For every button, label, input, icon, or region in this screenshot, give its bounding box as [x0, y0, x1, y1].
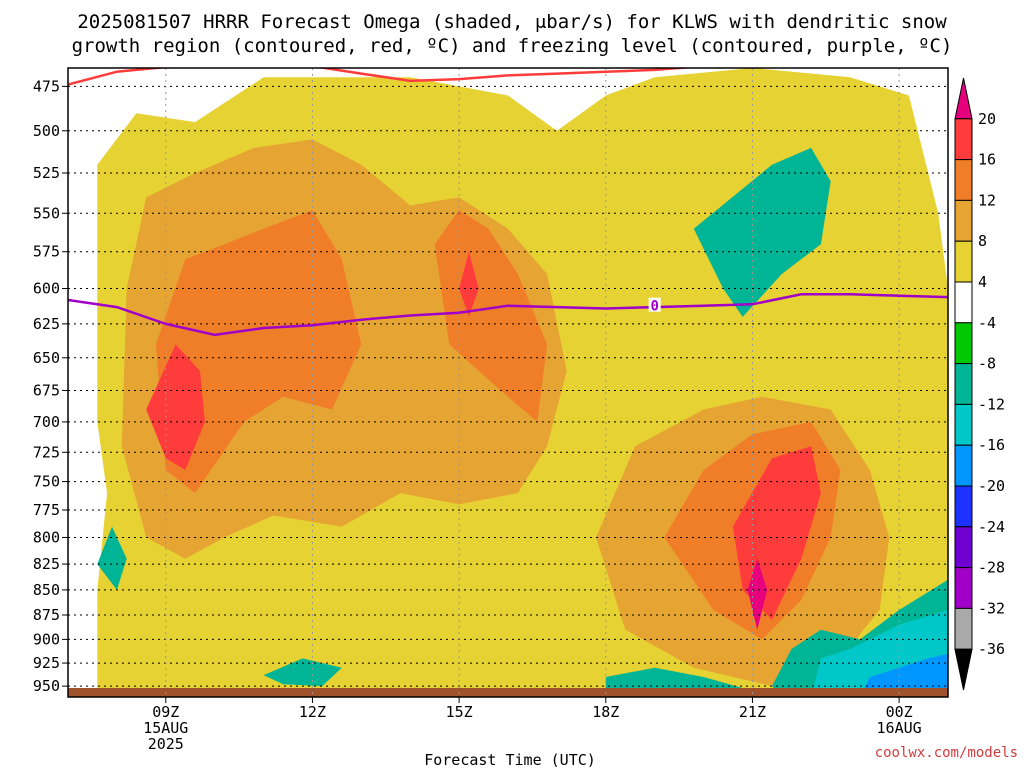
colorbar-label: 16 [978, 151, 996, 169]
freezing-label-bg [648, 297, 661, 312]
y-tick-label: 525 [33, 164, 60, 182]
colorbar-label: 20 [978, 110, 996, 128]
omega-region [747, 558, 768, 630]
x-axis-label: Forecast Time (UTC) [424, 751, 596, 768]
y-tick-label: 475 [33, 77, 60, 95]
x-tick-label: 2025 [148, 735, 184, 753]
colorbar-label: -20 [978, 477, 1005, 495]
x-tick-label: 00Z [886, 703, 913, 721]
y-tick-label: 850 [33, 581, 60, 599]
y-tick-label: 675 [33, 381, 60, 399]
colorbar-label: -12 [978, 395, 1005, 413]
omega-region [146, 344, 205, 470]
x-tick-label: 15Z [446, 703, 473, 721]
omega-region [97, 526, 127, 590]
colorbar-label: 4 [978, 273, 987, 291]
colorbar-label: -8 [978, 355, 996, 373]
colorbar-swatch [954, 118, 973, 161]
y-tick-label: 700 [33, 413, 60, 431]
freezing-level-label: 0 [650, 299, 658, 315]
colorbar-label: -36 [978, 640, 1005, 658]
colorbar-swatch [954, 648, 973, 691]
colorbar-swatch [954, 159, 973, 201]
omega-region [693, 147, 831, 317]
colorbar-swatch [954, 485, 973, 528]
plot-area: 0 [67, 67, 949, 698]
colorbar: 20 16 12 8 4 -4 -8 -12 -16 -20 -24 -28 -32 -36 [954, 77, 1005, 691]
y-tick-label: 900 [33, 630, 60, 648]
colorbar-swatch [954, 567, 973, 609]
colorbar-swatch [954, 77, 973, 120]
omega-region [459, 251, 479, 317]
x-tick-label: 21Z [739, 703, 766, 721]
y-tick-label: 800 [33, 528, 60, 546]
x-tick-label: 16AUG [877, 719, 922, 737]
colorbar-label: -32 [978, 599, 1005, 617]
colorbar-label: -4 [978, 314, 996, 332]
y-tick-label: 725 [33, 443, 60, 461]
omega-region [434, 210, 548, 422]
omega-region [263, 658, 342, 687]
y-tick-label: 600 [33, 280, 60, 298]
colorbar-label: -28 [978, 559, 1005, 577]
y-tick-label: 750 [33, 473, 60, 491]
credit-text: coolwx.com/models [875, 745, 1018, 761]
x-tick-label: 12Z [299, 703, 326, 721]
x-tick-label: 09Z [152, 703, 179, 721]
chart-title-line2: growth region (contoured, red, ºC) and f… [72, 35, 953, 57]
y-tick-label: 775 [33, 501, 60, 519]
colorbar-label: -16 [978, 436, 1005, 454]
y-tick-label: 875 [33, 606, 60, 624]
x-tick-label: 15AUG [143, 719, 188, 737]
y-tick-label: 950 [33, 677, 60, 695]
colorbar-swatch [954, 526, 973, 569]
dgz-contour-line [68, 68, 696, 86]
colorbar-label: 12 [978, 191, 996, 209]
y-tick-label: 925 [33, 654, 60, 672]
y-tick-label: 550 [33, 204, 60, 222]
colorbar-swatch [954, 240, 973, 283]
y-tick-label: 650 [33, 349, 60, 367]
colorbar-label: -24 [978, 518, 1005, 536]
y-axis: 475 500 525 550 575 600 625 650 675 700 725 750 775 8… [33, 77, 68, 695]
colorbar-swatch [954, 363, 973, 405]
y-tick-label: 500 [33, 122, 60, 140]
y-tick-label: 575 [33, 243, 60, 261]
x-tick-label: 18Z [592, 703, 619, 721]
plot-frame [67, 67, 949, 698]
colorbar-swatch [954, 607, 973, 650]
colorbar-label: 8 [978, 232, 987, 250]
y-tick-label: 825 [33, 555, 60, 573]
chart-title-line1: 2025081507 HRRR Forecast Omega (shaded, … [77, 11, 947, 33]
y-tick-label: 625 [33, 315, 60, 333]
colorbar-swatch [954, 322, 973, 365]
colorbar-swatch [954, 403, 973, 446]
colorbar-swatch [954, 199, 973, 242]
colorbar-swatch [954, 281, 973, 324]
freezing-level-line [68, 293, 948, 337]
ground-strip [68, 688, 948, 697]
colorbar-swatch [954, 444, 973, 487]
